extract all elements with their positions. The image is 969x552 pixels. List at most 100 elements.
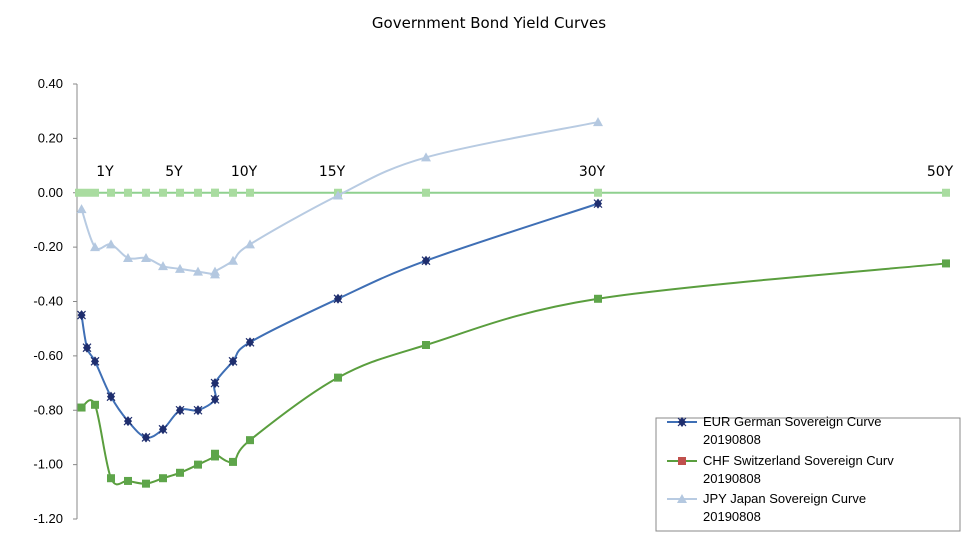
series-point (159, 474, 167, 483)
legend-item-0: EUR German Sovereign Curve 20190808 (667, 414, 881, 447)
legend-item-2: JPY Japan Sovereign Curve 20190808 (667, 491, 866, 524)
series-point (246, 436, 254, 445)
zero-line-marker (176, 188, 184, 197)
zero-line-marker (229, 188, 237, 197)
series-point (123, 253, 133, 262)
zero-axis-line (75, 188, 950, 197)
series-point (245, 239, 255, 249)
legend-box (655, 417, 961, 532)
y-tick-label: 0.20 (38, 130, 63, 145)
series-point (176, 468, 184, 477)
series-point (211, 449, 219, 458)
series-point-stroke (158, 424, 168, 434)
zero-line-marker (594, 188, 602, 197)
zero-line-marker (124, 188, 132, 197)
series-point (229, 457, 237, 466)
x-tick-label: 50Y (927, 164, 954, 180)
series-point (194, 460, 202, 469)
series-point-stroke (593, 199, 603, 209)
series-0 (77, 198, 603, 443)
x-tick-label: 10Y (231, 164, 258, 180)
series-point-stroke (175, 405, 185, 415)
series-point-stroke (333, 294, 343, 304)
y-tick-label: -0.60 (33, 348, 63, 363)
series-point (334, 373, 342, 382)
series-point (593, 117, 603, 127)
series-point (158, 261, 168, 271)
series-point (76, 204, 87, 214)
series-line (80, 121, 599, 276)
series-point (107, 474, 115, 483)
series-point (124, 476, 132, 485)
series-point (77, 403, 86, 412)
series-point-stroke (193, 405, 203, 415)
series-point-stroke (123, 416, 133, 426)
y-tick-label: 0.40 (38, 76, 63, 91)
y-tick-label: -1.20 (33, 511, 63, 526)
series-point (422, 341, 430, 349)
zero-line-marker (83, 188, 91, 197)
legend-marker (677, 494, 687, 503)
series-point-stroke (77, 310, 86, 320)
legend-label-date: 20190808 (703, 432, 761, 447)
series-point-stroke (421, 256, 431, 266)
x-tick-label: 5Y (165, 164, 183, 180)
legend-label: EUR German Sovereign Curve (703, 414, 881, 429)
series-point (142, 479, 150, 488)
x-tick-label: 30Y (579, 164, 606, 180)
x-tick-label: 1Y (96, 164, 114, 180)
series-point (594, 294, 602, 303)
series-point (942, 259, 950, 268)
x-tick-label: 15Y (319, 164, 346, 180)
series-point-stroke (228, 356, 238, 366)
legend-marker-stroke (677, 417, 687, 427)
series-point (193, 266, 203, 276)
legend-label-date: 20190808 (703, 471, 761, 486)
zero-line-marker (942, 188, 950, 197)
chart-title: Government Bond Yield Curves (372, 14, 606, 32)
y-tick-label: -0.80 (33, 402, 63, 417)
series-2 (76, 117, 603, 279)
series-point (175, 263, 185, 273)
zero-line-marker (246, 188, 254, 197)
series-point-stroke (82, 343, 92, 353)
y-tick-label: -0.40 (33, 294, 63, 309)
series-point-stroke (106, 392, 116, 402)
zero-line-marker (142, 188, 150, 197)
zero-line-marker (75, 188, 83, 197)
zero-line-marker (422, 188, 430, 197)
zero-line-marker (107, 188, 115, 197)
series-point-stroke (210, 394, 220, 404)
series-point (333, 190, 343, 200)
series-point-stroke (90, 356, 100, 366)
series-layer (76, 117, 950, 488)
series-1 (77, 259, 950, 488)
x-axis-tick-labels: 1Y 5Y 10Y 15Y 30Y 50Y (96, 164, 953, 180)
series-point (421, 152, 431, 162)
y-tick-label: -0.20 (33, 239, 63, 254)
series-point-stroke (245, 337, 255, 347)
series-point (106, 239, 116, 249)
legend-marker (678, 457, 686, 465)
zero-line-marker (91, 188, 99, 197)
y-tick-label: -1.00 (33, 457, 63, 472)
series-line (80, 202, 599, 439)
series-point-stroke (141, 433, 151, 442)
legend-label: JPY Japan Sovereign Curve (703, 491, 866, 506)
series-point (228, 255, 238, 265)
legend-item-1: CHF Switzerland Sovereign Curv 20190808 (667, 453, 894, 486)
series-point (91, 400, 99, 409)
y-axis: 0.40 0.20 0.00 -0.20 -0.40 -0.60 -0.80 -1.00 -1.… (33, 76, 78, 526)
y-tick-label: 0.00 (38, 185, 63, 200)
legend-label-date: 20190808 (703, 509, 761, 524)
zero-line-marker (194, 188, 202, 197)
zero-line-marker (211, 188, 219, 197)
zero-line-marker (159, 188, 167, 197)
series-point (141, 253, 151, 262)
legend-label: CHF Switzerland Sovereign Curv (703, 453, 894, 468)
series-point-stroke (210, 378, 220, 388)
series-point (210, 266, 220, 276)
series-point (90, 242, 100, 252)
